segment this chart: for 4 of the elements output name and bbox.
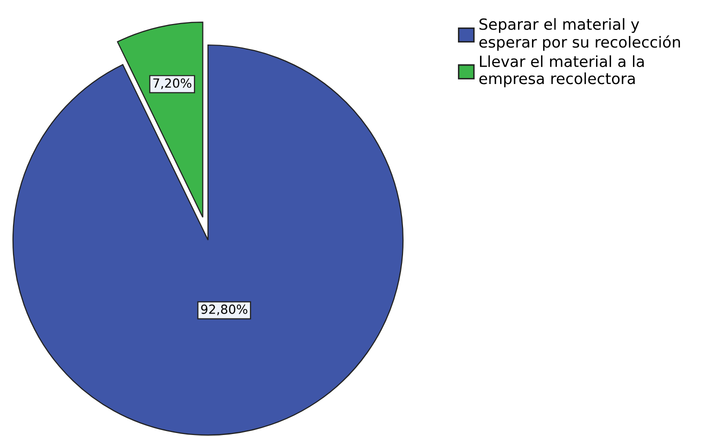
data-label: 7,20%: [153, 78, 192, 90]
legend-label: Llevar el material a la empresa recolectora: [479, 55, 644, 88]
data-label: 92,80%: [201, 304, 248, 316]
legend-label: Separar el material y esperar por su recolección: [479, 18, 680, 51]
